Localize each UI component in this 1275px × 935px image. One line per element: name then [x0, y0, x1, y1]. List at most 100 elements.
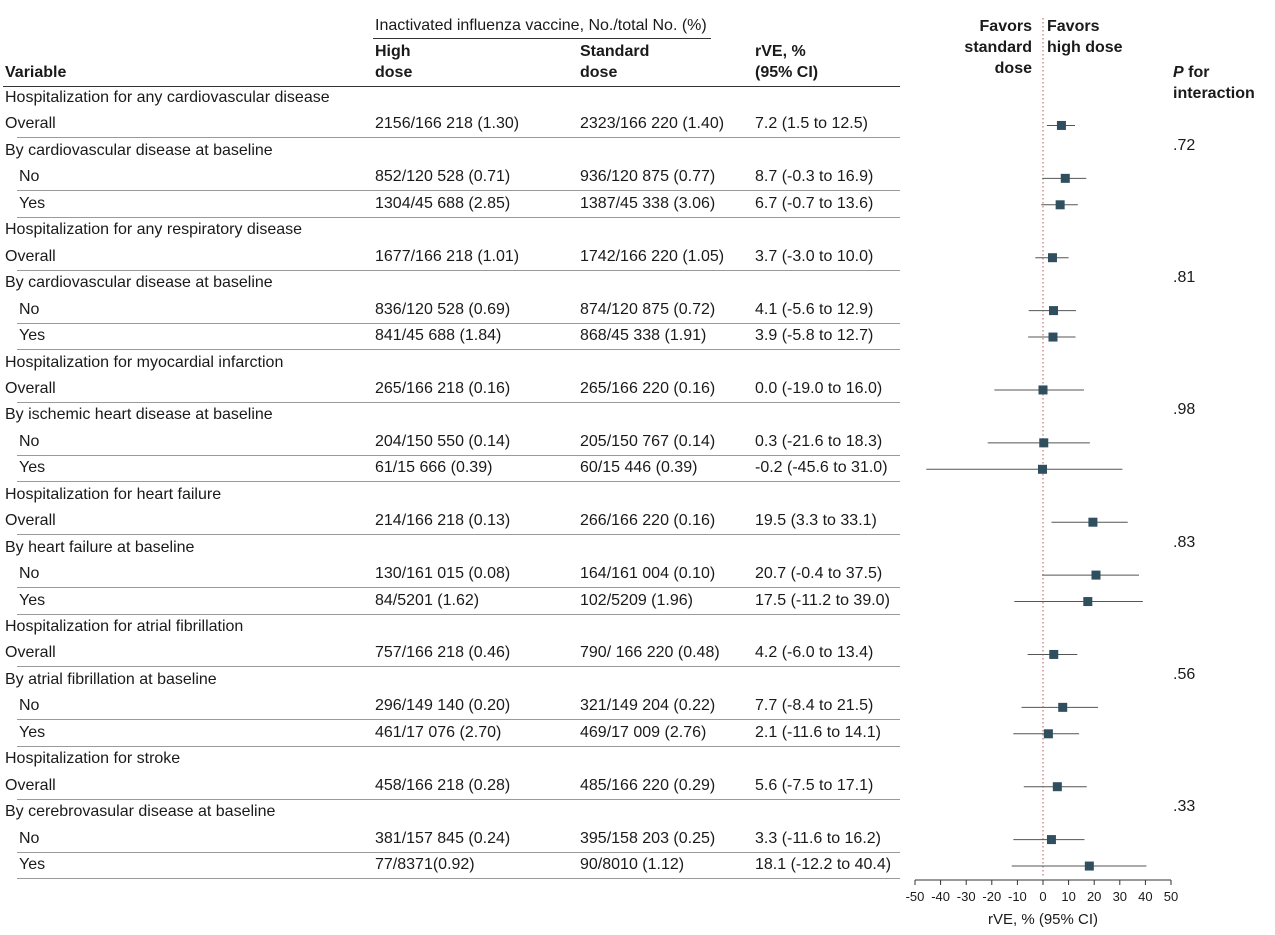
standard-dose-cell: 1742/166 220 (1.05)	[580, 247, 725, 265]
col-high-header-2: dose	[375, 64, 413, 81]
standard-dose-cell: 395/158 203 (0.25)	[580, 829, 716, 847]
row-label: Yes	[19, 723, 46, 741]
point-estimate-marker	[1049, 649, 1059, 659]
rve-cell: 4.2 (-6.0 to 13.4)	[755, 644, 874, 662]
point-estimate-marker	[1056, 120, 1066, 130]
x-axis-label: rVE, % (95% CI)	[988, 911, 1098, 928]
point-estimate-marker	[1091, 570, 1101, 580]
point-estimate-marker	[1055, 200, 1065, 210]
row-divider	[17, 190, 900, 192]
section-label: Hospitalization for atrial fibrillation	[5, 618, 244, 635]
rve-cell: 19.5 (3.3 to 33.1)	[755, 512, 877, 530]
point-estimate-marker	[1088, 517, 1098, 527]
col-rve-header-1: rVE, %	[755, 43, 806, 60]
section-label: Hospitalization for myocardial infarctio…	[5, 353, 284, 371]
p-value: .56	[1173, 665, 1196, 683]
standard-dose-cell: 469/17 009 (2.76)	[580, 723, 707, 741]
rve-cell: 0.0 (-19.0 to 16.0)	[755, 379, 883, 397]
header-rule	[3, 86, 900, 87]
high-dose-cell: 296/149 140 (0.20)	[375, 697, 511, 715]
point-estimate-marker	[1084, 861, 1094, 871]
row-label: Overall	[5, 115, 56, 133]
high-dose-cell: 77/8371(0.92)	[375, 856, 475, 874]
row-divider	[17, 851, 900, 853]
point-estimate-marker	[1083, 597, 1093, 607]
row-divider	[17, 613, 900, 615]
col-high-header-1: High	[375, 43, 411, 60]
row-divider	[17, 401, 900, 403]
rve-cell: 18.1 (-12.2 to 40.4)	[755, 856, 892, 874]
row-label: Overall	[5, 776, 56, 794]
high-dose-cell: 461/17 076 (2.70)	[375, 723, 502, 741]
favors-standard-1: Favors	[979, 18, 1032, 35]
row-label: Overall	[5, 379, 56, 397]
col-standard-header-2: dose	[580, 64, 618, 81]
group-title-underline	[373, 38, 711, 39]
high-dose-cell: 61/15 666 (0.39)	[375, 459, 493, 477]
x-tick-label: 20	[1087, 889, 1101, 904]
x-tick-label: 50	[1164, 889, 1178, 904]
high-dose-cell: 1677/166 218 (1.01)	[375, 247, 520, 265]
standard-dose-cell: 164/161 004 (0.10)	[580, 565, 716, 583]
standard-dose-cell: 265/166 220 (0.16)	[580, 379, 716, 397]
x-tick-label: 0	[1039, 889, 1046, 904]
rve-cell: -0.2 (-45.6 to 31.0)	[755, 459, 888, 477]
row-divider	[17, 878, 900, 880]
standard-dose-cell: 1387/45 338 (3.06)	[580, 194, 716, 212]
rve-cell: 17.5 (-11.2 to 39.0)	[755, 591, 890, 609]
row-divider	[17, 216, 900, 218]
p-header-for: for	[1183, 64, 1210, 81]
point-estimate-marker	[1038, 385, 1048, 395]
high-dose-cell: 852/120 528 (0.71)	[375, 168, 511, 186]
row-divider	[17, 666, 900, 668]
high-dose-cell: 214/166 218 (0.13)	[375, 512, 511, 530]
section-label: By atrial fibrillation at baseline	[5, 670, 217, 688]
row-label: Yes	[19, 194, 46, 212]
row-divider	[17, 719, 900, 721]
row-divider	[17, 798, 900, 800]
point-estimate-marker	[1037, 464, 1047, 474]
rve-cell: 6.7 (-0.7 to 13.6)	[755, 194, 874, 212]
row-label: Overall	[5, 512, 56, 530]
rve-cell: 8.7 (-0.3 to 16.9)	[755, 168, 874, 186]
point-estimate-marker	[1048, 306, 1058, 316]
row-label: No	[19, 829, 40, 847]
standard-dose-cell: 205/150 767 (0.14)	[580, 432, 716, 450]
row-label: Overall	[5, 247, 56, 265]
section-label: By cardiovascular disease at baseline	[5, 141, 273, 159]
standard-dose-cell: 2323/166 220 (1.40)	[580, 115, 725, 133]
standard-dose-cell: 102/5209 (1.96)	[580, 591, 693, 609]
rve-cell: 2.1 (-11.6 to 14.1)	[755, 723, 881, 741]
row-divider	[17, 269, 900, 271]
rve-cell: 7.7 (-8.4 to 21.5)	[755, 697, 874, 715]
x-tick-label: 10	[1061, 889, 1075, 904]
favors-high-2: high dose	[1047, 39, 1123, 56]
rve-cell: 20.7 (-0.4 to 37.5)	[755, 565, 883, 583]
p-value: .98	[1173, 401, 1196, 419]
point-estimate-marker	[1048, 332, 1058, 342]
point-estimate-marker	[1052, 782, 1062, 792]
col-standard-header-1: Standard	[580, 43, 650, 60]
standard-dose-cell: 60/15 446 (0.39)	[580, 459, 698, 477]
point-estimate-marker	[1043, 729, 1053, 739]
x-tick-label: -10	[1008, 889, 1027, 904]
rve-cell: 3.3 (-11.6 to 16.2)	[755, 829, 881, 847]
row-label: Yes	[19, 459, 46, 477]
row-divider	[17, 349, 900, 351]
row-label: No	[19, 565, 40, 583]
point-estimate-marker	[1047, 253, 1057, 263]
point-estimate-marker	[1039, 438, 1049, 448]
standard-dose-cell: 266/166 220 (0.16)	[580, 512, 716, 530]
x-tick-label: -50	[906, 889, 925, 904]
high-dose-cell: 841/45 688 (1.84)	[375, 327, 502, 345]
section-label: By cardiovascular disease at baseline	[5, 274, 273, 292]
high-dose-cell: 757/166 218 (0.46)	[375, 644, 511, 662]
high-dose-cell: 265/166 218 (0.16)	[375, 379, 511, 397]
x-tick-label: -20	[982, 889, 1001, 904]
favors-high-1: Favors	[1047, 18, 1100, 35]
p-value: .33	[1173, 798, 1196, 816]
row-label: Yes	[19, 591, 46, 609]
high-dose-cell: 1304/45 688 (2.85)	[375, 194, 511, 212]
section-label: By ischemic heart disease at baseline	[5, 406, 273, 424]
